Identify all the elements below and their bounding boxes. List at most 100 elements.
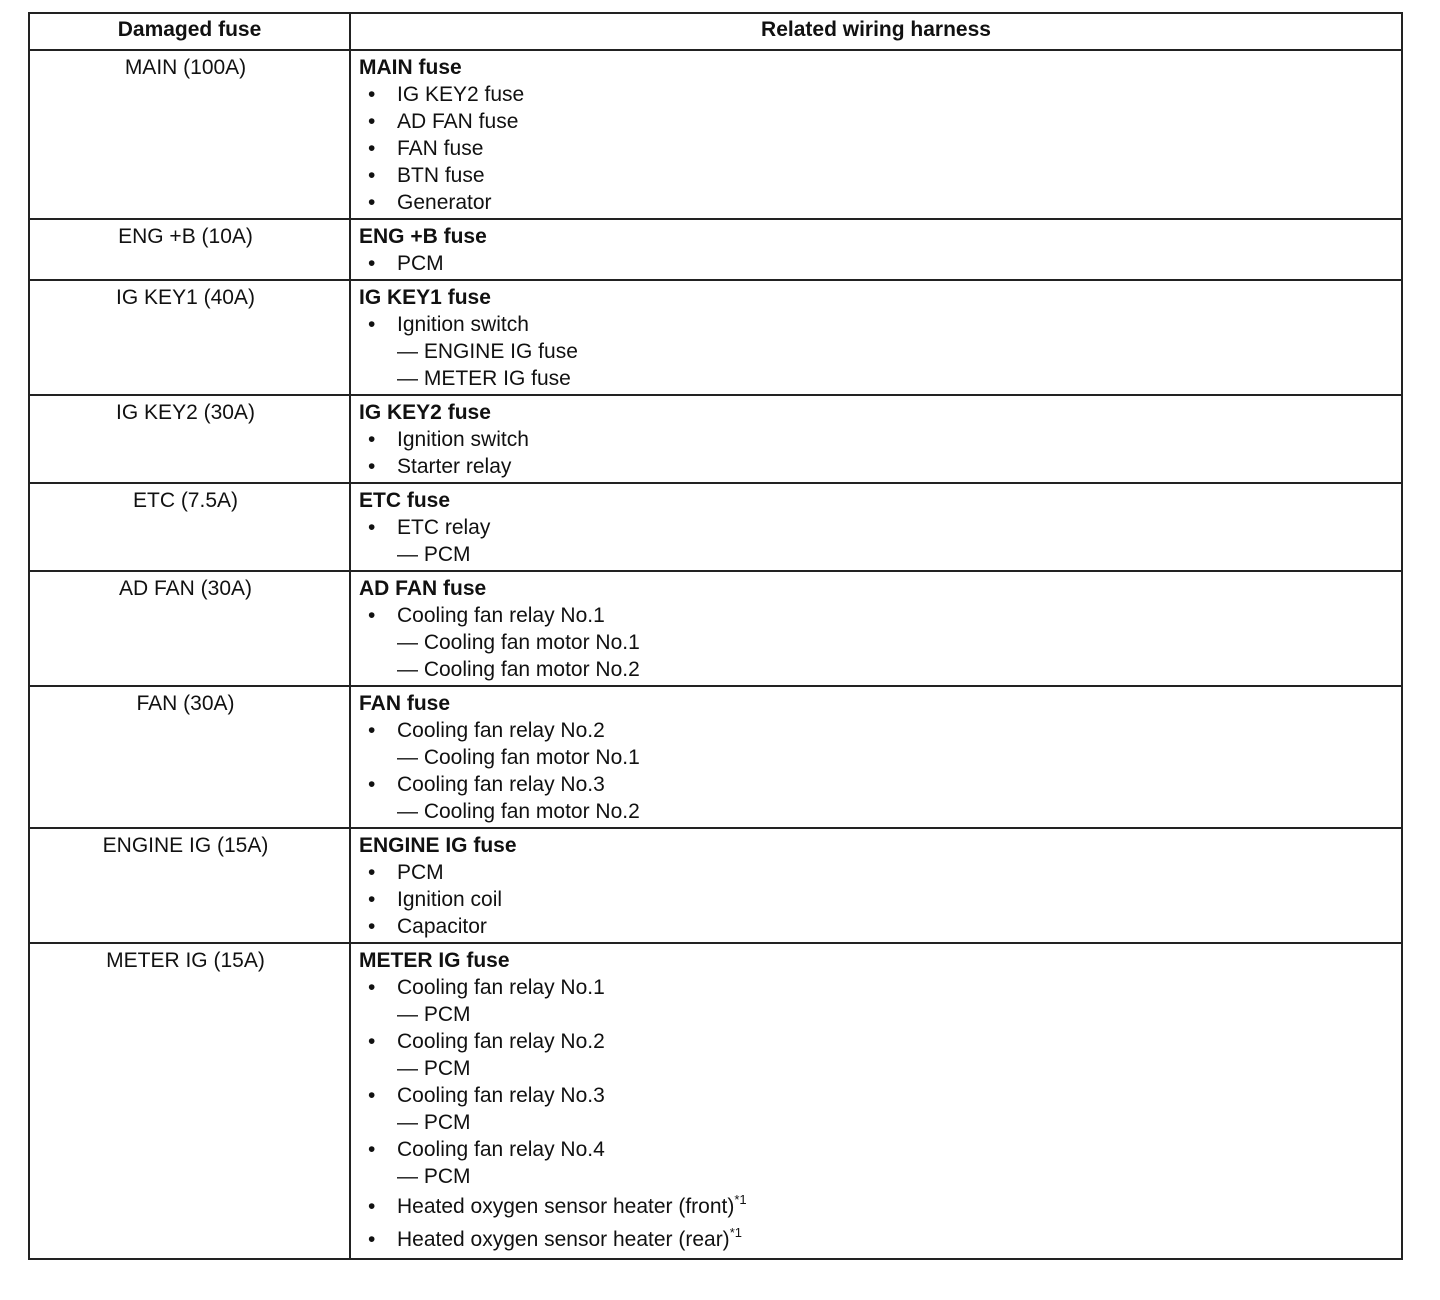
harness-bullet-item: • Cooling fan relay No.2 (359, 1028, 1393, 1055)
harness-heading: ETC fuse (359, 489, 451, 512)
harness-heading: ENG +B fuse (359, 225, 487, 248)
item-text: Cooling fan relay No.2 (397, 719, 605, 742)
bullet-icon: • (368, 604, 376, 627)
damaged-fuse-cell: METER IG (15A) (28, 942, 351, 1260)
header-damaged-fuse: Damaged fuse (28, 12, 351, 51)
harness-bullet-item: • Cooling fan relay No.1 (359, 974, 1393, 1001)
item-text: — Cooling fan motor No.1 (397, 746, 640, 769)
bullet-icon: • (368, 1195, 376, 1218)
damaged-fuse-cell: ETC (7.5A) (28, 482, 351, 572)
item-text: Heated oxygen sensor heater (rear) (397, 1228, 730, 1251)
harness-bullet-item: • Heated oxygen sensor heater (rear)*1 (359, 1223, 1393, 1256)
harness-sub-item: — PCM (359, 1163, 1393, 1190)
damaged-fuse-cell: AD FAN (30A) (28, 570, 351, 687)
item-text: Generator (397, 191, 492, 214)
table-row: METER IG (15A) METER IG fuse • Cooling fan … (28, 942, 1403, 1260)
table-row: ENG +B (10A) ENG +B fuse • PCM (28, 218, 1403, 281)
bullet-icon: • (368, 861, 376, 884)
bullet-icon: • (368, 888, 376, 911)
bullet-icon: • (368, 428, 376, 451)
harness-bullet-item: • IG KEY2 fuse (359, 81, 1393, 108)
harness-bullet-item: • AD FAN fuse (359, 108, 1393, 135)
item-text: Heated oxygen sensor heater (front) (397, 1195, 735, 1218)
item-text: PCM (397, 861, 444, 884)
harness-heading: FAN fuse (359, 692, 451, 715)
harness-bullet-item: • Cooling fan relay No.3 (359, 771, 1393, 798)
related-harness-cell: METER IG fuse • Cooling fan relay No.1 — PC… (349, 942, 1403, 1260)
item-text: — PCM (397, 543, 471, 566)
harness-bullet-item: • Ignition switch (359, 426, 1393, 453)
item-text: — ENGINE IG fuse (397, 340, 578, 363)
item-text: BTN fuse (397, 164, 485, 187)
related-harness-cell: FAN fuse • Cooling fan relay No.2 — Cooling… (349, 685, 1403, 829)
bullet-icon: • (368, 83, 376, 106)
item-text: ETC relay (397, 516, 491, 539)
bullet-icon: • (368, 164, 376, 187)
harness-sub-item: — PCM (359, 1109, 1393, 1136)
bullet-icon: • (368, 313, 376, 336)
bullet-icon: • (368, 1138, 376, 1161)
table-row: ETC (7.5A) ETC fuse • ETC relay — PCM (28, 482, 1403, 572)
table-row: AD FAN (30A) AD FAN fuse • Cooling fan rela… (28, 570, 1403, 687)
harness-bullet-item: • PCM (359, 250, 1393, 277)
damaged-fuse-cell: IG KEY2 (30A) (28, 394, 351, 484)
harness-heading: ENGINE IG fuse (359, 834, 517, 857)
item-text: Cooling fan relay No.1 (397, 976, 605, 999)
item-text: — Cooling fan motor No.1 (397, 631, 640, 654)
harness-bullet-item: • Ignition coil (359, 886, 1393, 913)
damaged-fuse-cell: FAN (30A) (28, 685, 351, 829)
related-harness-cell: ETC fuse • ETC relay — PCM (349, 482, 1403, 572)
table-body: MAIN (100A) MAIN fuse • IG KEY2 fuse • AD FAN… (28, 49, 1403, 1260)
item-text: Starter relay (397, 455, 512, 478)
bullet-icon: • (368, 252, 376, 275)
harness-bullet-item: • BTN fuse (359, 162, 1393, 189)
item-text: — Cooling fan motor No.2 (397, 658, 640, 681)
harness-sub-item: — PCM (359, 1055, 1393, 1082)
harness-heading: AD FAN fuse (359, 577, 487, 600)
bullet-icon: • (368, 137, 376, 160)
item-text: Ignition switch (397, 313, 529, 336)
harness-sub-item: — ENGINE IG fuse (359, 338, 1393, 365)
item-text: Ignition switch (397, 428, 529, 451)
item-text: Ignition coil (397, 888, 503, 911)
related-harness-cell: MAIN fuse • IG KEY2 fuse • AD FAN fuse • FAN f… (349, 49, 1403, 220)
harness-sub-item: — Cooling fan motor No.1 (359, 744, 1393, 771)
harness-bullet-item: • Cooling fan relay No.1 (359, 602, 1393, 629)
harness-bullet-item: • Cooling fan relay No.3 (359, 1082, 1393, 1109)
related-harness-cell: AD FAN fuse • Cooling fan relay No.1 — Cool… (349, 570, 1403, 687)
damaged-fuse-cell: ENGINE IG (15A) (28, 827, 351, 944)
fuse-harness-table: Damaged fuse Related wiring harness MAIN… (28, 12, 1403, 1260)
item-text: Capacitor (397, 915, 487, 938)
harness-bullet-item: • Capacitor (359, 913, 1393, 940)
bullet-icon: • (368, 915, 376, 938)
harness-sub-item: — Cooling fan motor No.2 (359, 798, 1393, 825)
bullet-icon: • (368, 719, 376, 742)
item-text: Cooling fan relay No.2 (397, 1030, 605, 1053)
footnote-marker: *1 (734, 1192, 747, 1207)
item-text: — Cooling fan motor No.2 (397, 800, 640, 823)
harness-sub-item: — PCM (359, 1001, 1393, 1028)
harness-bullet-item: • ETC relay (359, 514, 1393, 541)
item-text: Cooling fan relay No.4 (397, 1138, 605, 1161)
item-text: Cooling fan relay No.1 (397, 604, 605, 627)
item-text: — METER IG fuse (397, 367, 571, 390)
harness-bullet-item: • Generator (359, 189, 1393, 216)
related-harness-cell: ENGINE IG fuse • PCM • Ignition coil • Capacit… (349, 827, 1403, 944)
harness-bullet-item: • Cooling fan relay No.2 (359, 717, 1393, 744)
harness-sub-item: — Cooling fan motor No.1 (359, 629, 1393, 656)
table-row: IG KEY2 (30A) IG KEY2 fuse • Ignition switc… (28, 394, 1403, 484)
bullet-icon: • (368, 110, 376, 133)
harness-heading: METER IG fuse (359, 949, 510, 972)
item-text: Cooling fan relay No.3 (397, 773, 605, 796)
item-text: — PCM (397, 1111, 471, 1134)
item-text: IG KEY2 fuse (397, 83, 525, 106)
harness-bullet-item: • Ignition switch (359, 311, 1393, 338)
item-text: — PCM (397, 1057, 471, 1080)
damaged-fuse-cell: MAIN (100A) (28, 49, 351, 220)
table-row: ENGINE IG (15A) ENGINE IG fuse • PCM • Igniti… (28, 827, 1403, 944)
harness-sub-item: — METER IG fuse (359, 365, 1393, 392)
harness-heading: IG KEY2 fuse (359, 401, 491, 424)
bullet-icon: • (368, 773, 376, 796)
damaged-fuse-cell: ENG +B (10A) (28, 218, 351, 281)
related-harness-cell: IG KEY1 fuse • Ignition switch — ENGINE IG … (349, 279, 1403, 396)
